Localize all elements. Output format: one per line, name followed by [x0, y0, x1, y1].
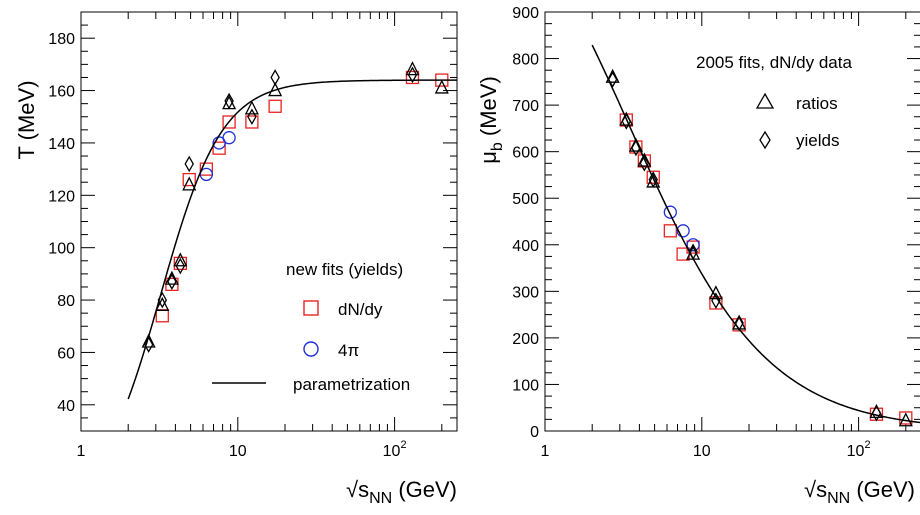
- left-data-point: [222, 131, 236, 145]
- right-legend-entry-ratios: ratios: [796, 94, 838, 113]
- left-y-tick-label: 60: [57, 345, 75, 362]
- left-plot-area: 1 10 102 40 60 80 100 120 140 160 180: [48, 11, 458, 460]
- right-y-tick-label: 400: [512, 238, 539, 255]
- right-data-point: [663, 224, 677, 238]
- left-data-point: [405, 70, 420, 85]
- left-data-point: [143, 336, 154, 353]
- left-data-point: [184, 155, 194, 173]
- right-data-point: [871, 404, 882, 422]
- left-data-point: [199, 162, 213, 176]
- left-legend-title: new fits (yields): [286, 260, 403, 279]
- right-legend-entry-yields: yields: [796, 131, 839, 150]
- right-y-tick-label: 700: [512, 98, 539, 115]
- right-x-tick-label: 10: [693, 443, 711, 460]
- left-data-point: [182, 172, 196, 187]
- left-data-point: [155, 309, 169, 323]
- right-data-point: [711, 292, 721, 309]
- left-data-point: [245, 115, 259, 129]
- legend-triangle-icon: [755, 92, 775, 109]
- right-data-point: [637, 152, 652, 167]
- right-x-tick-label: 1: [541, 443, 550, 460]
- left-data-point: [164, 270, 179, 285]
- legend-square-icon: [303, 300, 319, 316]
- legend-circle-icon: [303, 341, 319, 357]
- left-data-point: [224, 92, 234, 110]
- right-y-tick-label: 800: [512, 52, 539, 69]
- left-y-tick-label: 140: [48, 136, 75, 153]
- legend-diamond-icon: [759, 130, 771, 150]
- left-x-tick-label: 102: [383, 439, 407, 460]
- left-y-tick-label: 120: [48, 188, 75, 205]
- left-data-point: [141, 333, 156, 348]
- right-x-tick-label: 102: [847, 439, 871, 460]
- right-data-point: [686, 238, 700, 252]
- left-x-axis-label: √sNN (GeV): [346, 477, 457, 507]
- left-data-point: [405, 61, 420, 76]
- left-data-point: [182, 176, 197, 191]
- left-legend-entry-4pi: 4π: [338, 341, 359, 360]
- right-data-point: [621, 113, 632, 130]
- left-fit-curve: [127, 79, 458, 400]
- left-data-point: [167, 273, 177, 291]
- left-data-point: [407, 66, 418, 84]
- left-data-point: [173, 256, 187, 271]
- left-data-point: [434, 79, 449, 94]
- right-data-point: [676, 224, 690, 238]
- left-data-point: [175, 257, 186, 275]
- right-data-point: [605, 68, 620, 83]
- right-y-tick-label: 300: [512, 284, 539, 301]
- left-legend-entry-parametrization: parametrization: [293, 375, 410, 394]
- left-data-point: [173, 252, 188, 267]
- right-y-tick-label: 900: [512, 5, 539, 22]
- left-panel-frame: [80, 11, 458, 432]
- left-data-point: [270, 69, 280, 86]
- left-y-tick-label: 40: [57, 398, 75, 415]
- right-data-point: [646, 170, 660, 184]
- left-y-tick-label: 100: [48, 241, 75, 258]
- left-y-tick-label: 80: [57, 293, 75, 310]
- right-data-point: [648, 171, 658, 188]
- left-y-tick-label: 180: [48, 31, 75, 48]
- left-data-point: [222, 115, 236, 129]
- right-y-tick-label: 500: [512, 191, 539, 208]
- right-fit-curve: [591, 44, 920, 424]
- right-y-axis-label: μb (MeV): [476, 76, 506, 164]
- right-data-point: [663, 205, 677, 219]
- right-legend-title: 2005 fits, dN/dy data: [696, 53, 852, 72]
- left-data-point: [268, 99, 282, 113]
- left-x-tick-label: 1: [77, 443, 86, 460]
- right-y-tick-label: 0: [530, 424, 539, 441]
- right-x-axis-label: √sNN (GeV): [804, 477, 915, 507]
- right-panel-frame: [544, 11, 920, 432]
- right-data-point: [639, 154, 650, 172]
- right-y-tick-label: 600: [512, 145, 539, 162]
- right-y-tick-label: 100: [512, 377, 539, 394]
- right-data-point: [607, 71, 618, 88]
- right-y-tick-label: 200: [512, 331, 539, 348]
- left-data-point: [155, 296, 170, 311]
- right-plot-area: 1 10 102 0 100 200 300 400 500 600 700 800 900: [512, 5, 920, 460]
- left-data-point: [247, 108, 257, 126]
- left-x-tick-label: 10: [229, 443, 247, 460]
- left-y-axis-label: T (MeV): [14, 80, 39, 159]
- right-data-point: [899, 411, 913, 425]
- left-legend-entry-dndy: dN/dy: [338, 300, 383, 319]
- left-y-tick-label: 160: [48, 84, 75, 101]
- left-data-point: [244, 100, 259, 115]
- left-data-point: [212, 141, 226, 155]
